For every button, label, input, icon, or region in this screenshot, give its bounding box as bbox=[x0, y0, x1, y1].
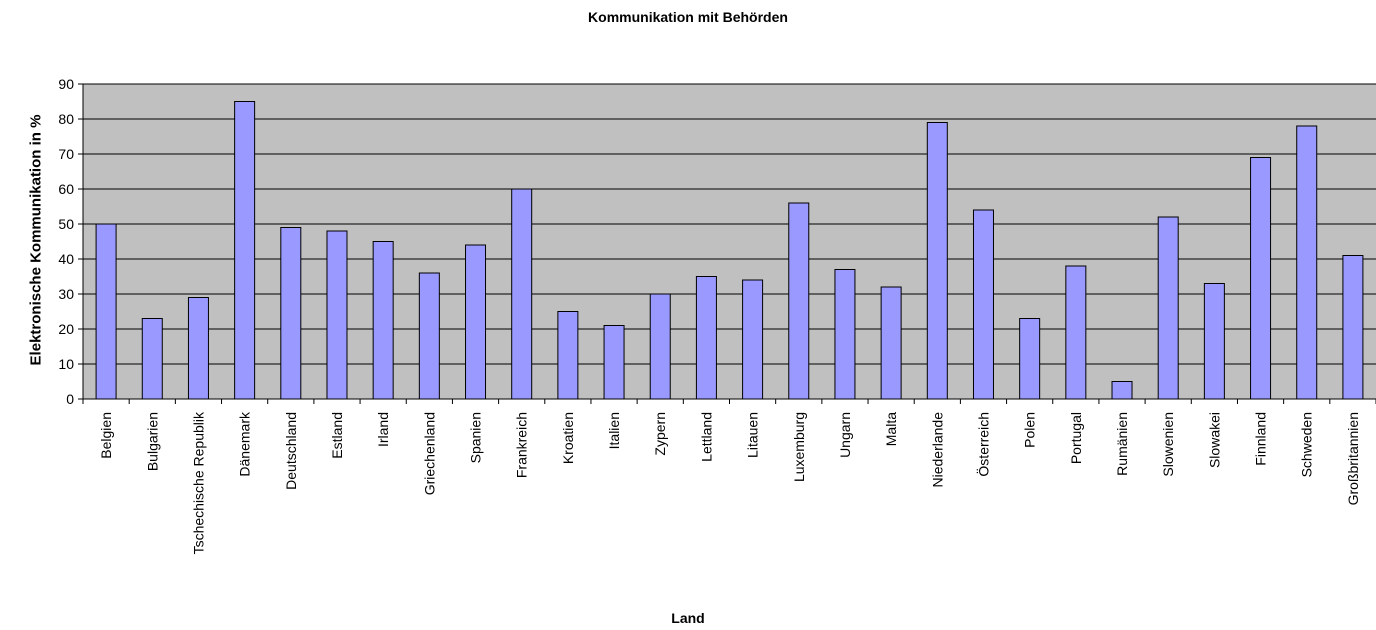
x-tick-label: Zypern bbox=[652, 412, 668, 456]
y-tick-label: 40 bbox=[58, 251, 74, 267]
x-axis-label: Land bbox=[671, 610, 705, 626]
y-tick-label: 70 bbox=[58, 146, 74, 162]
x-tick-label: Slowenien bbox=[1160, 412, 1176, 477]
x-tick-label: Irland bbox=[375, 412, 391, 447]
bar bbox=[926, 122, 948, 400]
y-tick-label: 30 bbox=[58, 286, 74, 302]
bar bbox=[1342, 255, 1364, 400]
bar bbox=[742, 279, 764, 400]
bar bbox=[1111, 381, 1133, 400]
bar bbox=[1065, 265, 1087, 400]
x-tick-label: Deutschland bbox=[283, 412, 299, 490]
bar bbox=[511, 188, 533, 400]
y-tick-label: 50 bbox=[58, 216, 74, 232]
x-tick-label: Tschechische Republik bbox=[190, 411, 206, 554]
bar bbox=[1296, 125, 1318, 400]
y-tick-labels: 0 10 20 30 40 50 60 70 80 90 bbox=[58, 76, 83, 407]
x-tick-label: Bulgarien bbox=[144, 412, 160, 471]
bar bbox=[603, 325, 625, 400]
y-tick-label: 60 bbox=[58, 181, 74, 197]
bar bbox=[557, 311, 579, 400]
plot-area bbox=[83, 84, 1376, 399]
chart-title: Kommunikation mit Behörden bbox=[588, 9, 788, 25]
bar bbox=[1203, 283, 1225, 400]
x-tick-label: Estland bbox=[329, 412, 345, 459]
x-tick-label: Polen bbox=[1022, 412, 1038, 448]
x-tick-label: Schweden bbox=[1299, 412, 1315, 477]
x-tick-label: Litauen bbox=[745, 412, 761, 458]
bar bbox=[649, 293, 671, 400]
y-tick-label: 20 bbox=[58, 321, 74, 337]
bar bbox=[95, 223, 117, 400]
bar bbox=[326, 230, 348, 400]
bar bbox=[418, 272, 440, 400]
bar bbox=[372, 241, 394, 400]
x-tick-label: Spanien bbox=[468, 412, 484, 463]
x-tick-label: Österreich bbox=[974, 412, 991, 477]
x-tick-label: Kroatien bbox=[560, 412, 576, 464]
bar bbox=[695, 276, 717, 400]
y-tick-label: 0 bbox=[66, 391, 74, 407]
bar bbox=[465, 244, 487, 400]
bar bbox=[880, 286, 902, 400]
x-tick-label: Ungarn bbox=[837, 412, 853, 458]
x-tick-label: Slowakei bbox=[1206, 412, 1222, 468]
x-tick-label: Italien bbox=[606, 412, 622, 449]
bar bbox=[280, 227, 302, 400]
bar bbox=[972, 209, 994, 400]
bar bbox=[187, 297, 209, 400]
x-tick-label: Frankreich bbox=[514, 412, 530, 478]
x-tick-label: Rumänien bbox=[1114, 412, 1130, 476]
y-tick-label: 10 bbox=[58, 356, 74, 372]
bar bbox=[834, 269, 856, 400]
y-tick-label: 80 bbox=[58, 111, 74, 127]
x-tick-label: Finnland bbox=[1253, 412, 1269, 466]
x-tick-label: Portugal bbox=[1068, 412, 1084, 464]
x-tick-label: Lettland bbox=[698, 412, 714, 462]
x-tick-label: Großbritannien bbox=[1345, 412, 1361, 505]
bar bbox=[141, 318, 163, 400]
bars bbox=[95, 101, 1364, 400]
x-tick-label: Griechenland bbox=[421, 412, 437, 495]
x-tick-label: Luxemburg bbox=[791, 412, 807, 482]
bar bbox=[788, 202, 810, 400]
x-tick-label: Malta bbox=[883, 412, 899, 446]
x-tick-label: Niederlande bbox=[929, 412, 945, 488]
y-tick-label: 90 bbox=[58, 76, 74, 92]
x-tick-labels: Belgien Bulgarien Tschechische Republik Dän… bbox=[82, 399, 1376, 554]
bar bbox=[1250, 157, 1272, 400]
x-tick-label: Belgien bbox=[98, 412, 114, 459]
bar bbox=[1019, 318, 1041, 400]
bar bbox=[234, 101, 256, 400]
bar bbox=[1157, 216, 1179, 400]
x-tick-label: Dänemark bbox=[237, 411, 253, 477]
